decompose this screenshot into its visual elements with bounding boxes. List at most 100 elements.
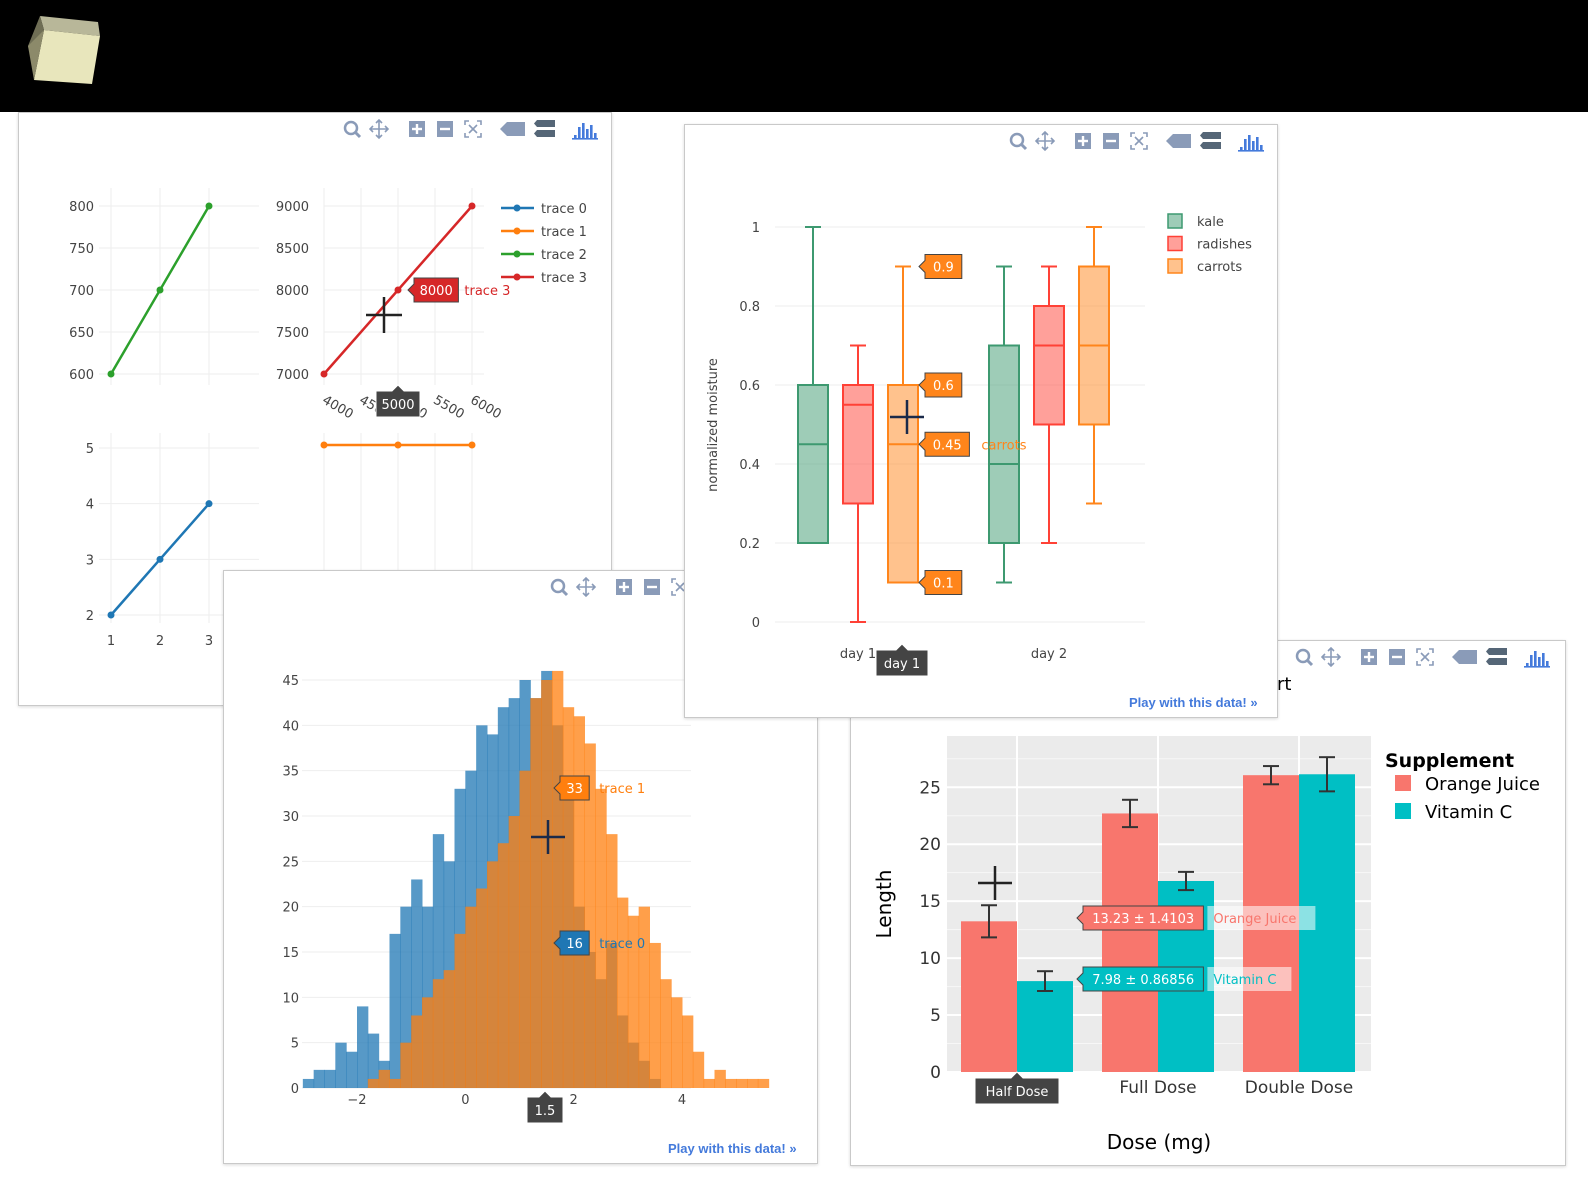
hover-label-value-text: 33 bbox=[566, 782, 583, 797]
supplement-bar-chart[interactable]: rt 0 5 10 15 20 25 Half Dose Full Dose Double Dos… bbox=[851, 641, 1565, 1165]
icon-part bbox=[574, 135, 577, 138]
hover-label-value: 8000 bbox=[407, 277, 459, 303]
x-tick-label: day 2 bbox=[1031, 647, 1067, 662]
hover-compare-icon[interactable] bbox=[533, 119, 563, 141]
hover-label-name: trace 1 bbox=[599, 782, 645, 797]
trace-1-bar bbox=[562, 707, 575, 1088]
trace-1-bar bbox=[638, 906, 650, 1088]
histogram-chart[interactable]: 0 5 10 15 20 25 30 35 40 45 −2 0 2 4 33 trace 1 16 trace … bbox=[224, 571, 817, 1163]
y-tick-label: 600 bbox=[69, 368, 94, 383]
icon-part bbox=[1248, 135, 1251, 150]
hover-compare-icon[interactable] bbox=[1485, 647, 1515, 669]
trace-0-bar bbox=[432, 834, 445, 1088]
icon-part bbox=[1530, 655, 1533, 666]
zoom-in-icon[interactable] bbox=[1359, 647, 1389, 669]
zoom-icon[interactable] bbox=[548, 577, 578, 599]
icon-part bbox=[582, 123, 585, 138]
y-tick-label: 0.2 bbox=[739, 537, 760, 552]
icon-part bbox=[1524, 666, 1550, 668]
moisture-box-plot[interactable]: 0 0.2 0.4 0.6 0.8 1 normalized moisture day 1 da… bbox=[685, 125, 1277, 717]
legend-swatch bbox=[1167, 258, 1183, 274]
icon-part bbox=[500, 122, 525, 136]
hover-x-label-box bbox=[875, 643, 929, 677]
autoscale-icon[interactable] bbox=[463, 119, 493, 141]
x-tick-label: 3 bbox=[205, 634, 213, 649]
play-with-data-link[interactable]: Play with this data! » bbox=[668, 1141, 797, 1156]
subplots-chart[interactable]: 600 650 700 750 800 7000 7500 8000 8500 9000 4000 4… bbox=[19, 113, 611, 705]
zoom-out-icon[interactable] bbox=[1101, 131, 1131, 153]
y-tick-label: 7000 bbox=[276, 368, 309, 383]
y-tick-label: 8500 bbox=[276, 242, 309, 257]
trace-1-bar bbox=[443, 970, 455, 1088]
hover-x-label-text: 5000 bbox=[381, 398, 414, 413]
zoom-in-icon[interactable] bbox=[1073, 131, 1103, 153]
plotly-logo-icon[interactable] bbox=[1523, 647, 1553, 669]
zoom-icon[interactable] bbox=[1007, 131, 1037, 153]
hover-label-value-text: 0.6 bbox=[933, 379, 954, 394]
trace-3-point bbox=[394, 286, 402, 294]
icon-part bbox=[1546, 661, 1549, 666]
trace-1-point bbox=[394, 441, 402, 449]
trace-1-bar bbox=[584, 743, 596, 1088]
hover-label-value-box bbox=[553, 930, 590, 956]
y-tick-label: 30 bbox=[282, 810, 299, 825]
icon-part bbox=[1486, 648, 1507, 665]
icon-part bbox=[586, 129, 589, 138]
trace-3-point bbox=[320, 370, 328, 378]
hover-label-value-text: 8000 bbox=[420, 284, 453, 299]
trace-1-bar bbox=[617, 897, 629, 1088]
hover-closest-icon[interactable] bbox=[499, 119, 529, 141]
icon-part bbox=[1416, 648, 1434, 666]
icon-part bbox=[560, 588, 569, 597]
hover-x-label-box bbox=[974, 1071, 1060, 1105]
autoscale-icon[interactable] bbox=[1415, 647, 1445, 669]
trace-1-bar bbox=[541, 680, 553, 1088]
y-tick-label: 15 bbox=[282, 946, 299, 961]
pan-icon[interactable] bbox=[576, 577, 606, 599]
icon-part bbox=[1534, 651, 1537, 666]
hover-closest-icon[interactable] bbox=[1165, 131, 1195, 153]
trace-1-bar bbox=[671, 997, 683, 1088]
legend-label: Orange Juice bbox=[1425, 774, 1540, 795]
y-tick-label: 3 bbox=[86, 553, 94, 568]
trace-0-bar bbox=[367, 1033, 380, 1088]
trace-1-bar bbox=[627, 915, 640, 1088]
y-tick-label: 10 bbox=[282, 991, 299, 1006]
hover-compare-icon[interactable] bbox=[1199, 131, 1229, 153]
hover-label-value-box bbox=[1076, 966, 1204, 992]
plotly-logo-icon[interactable] bbox=[1237, 131, 1267, 153]
zoom-out-icon[interactable] bbox=[642, 577, 672, 599]
icon-part bbox=[1321, 647, 1342, 668]
zoom-in-icon[interactable] bbox=[407, 119, 437, 141]
autoscale-icon[interactable] bbox=[1129, 131, 1159, 153]
zoom-out-icon[interactable] bbox=[435, 119, 465, 141]
y-tick-label: 40 bbox=[282, 719, 299, 734]
hover-label-value: 13.23 ± 1.4103 bbox=[1076, 905, 1204, 931]
pan-icon[interactable] bbox=[1035, 131, 1065, 153]
zoom-icon[interactable] bbox=[1293, 647, 1323, 669]
legend-label: carrots bbox=[1197, 260, 1242, 275]
trace-1-point bbox=[320, 441, 328, 449]
icon-part bbox=[1452, 650, 1477, 664]
zoom-icon[interactable] bbox=[341, 119, 371, 141]
y-tick-label: 0 bbox=[752, 616, 760, 631]
zoom-out-icon[interactable] bbox=[1387, 647, 1417, 669]
legend-swatch-dot bbox=[513, 227, 521, 235]
hover-label-value-box bbox=[918, 372, 963, 398]
icon-part bbox=[1240, 147, 1243, 150]
y-tick-label: 35 bbox=[282, 765, 299, 780]
plotly-logo-icon[interactable] bbox=[571, 119, 601, 141]
trace-2-point bbox=[107, 370, 115, 378]
hover-label-name-bg bbox=[1207, 967, 1292, 991]
icon-part bbox=[550, 578, 566, 594]
hover-closest-icon[interactable] bbox=[1451, 647, 1481, 669]
icon-part bbox=[594, 133, 597, 138]
hover-label-value: 7.98 ± 0.86856 bbox=[1076, 966, 1204, 992]
trace-1-bar bbox=[389, 1078, 401, 1088]
play-with-data-link[interactable]: Play with this data! » bbox=[1129, 695, 1258, 710]
pan-icon[interactable] bbox=[369, 119, 399, 141]
hover-x-label-text: 1.5 bbox=[535, 1104, 556, 1119]
pan-icon[interactable] bbox=[1321, 647, 1351, 669]
zoom-in-icon[interactable] bbox=[614, 577, 644, 599]
trace-0-point bbox=[156, 555, 164, 563]
